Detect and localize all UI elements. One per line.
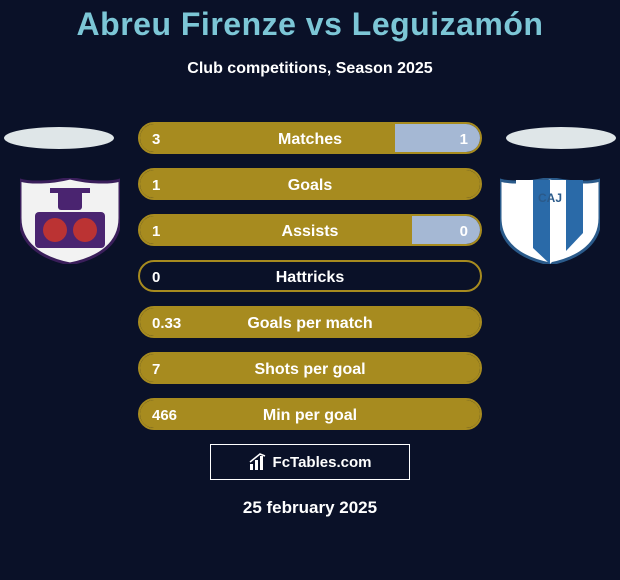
page-subtitle: Club competitions, Season 2025	[0, 60, 620, 78]
stat-bar-left-value: 466	[140, 400, 189, 428]
stat-bar-right-value: 1	[448, 124, 480, 152]
stat-bars: Matches31Goals1Assists10Hattricks0Goals …	[138, 122, 482, 444]
stat-bar-row: Goals per match0.33	[138, 306, 482, 338]
stat-bar-row: Matches3 1	[138, 122, 482, 154]
brand-badge: FcTables.com	[210, 444, 410, 480]
stat-bar-row: Min per goal466	[138, 398, 482, 430]
brand-text: FcTables.com	[273, 454, 372, 471]
stat-bar-label: Goals	[140, 170, 480, 198]
stat-bar-label: Min per goal	[140, 400, 480, 428]
player-shadow-right	[506, 127, 616, 149]
stat-bar-label: Hattricks	[140, 262, 480, 290]
club-logo-left	[20, 178, 120, 264]
stat-bar-row: Assists1 0	[138, 214, 482, 246]
page-title: Abreu Firenze vs Leguizamón	[0, 6, 620, 43]
stat-bar-row: Hattricks0	[138, 260, 482, 292]
stat-bar-right-value: 0	[448, 216, 480, 244]
player-shadow-left	[4, 127, 114, 149]
club-logo-right: CAJ	[500, 178, 600, 264]
stat-bar-left-value: 1	[140, 216, 172, 244]
stat-bar-left-value: 1	[140, 170, 172, 198]
stat-bar-left-value: 0.33	[140, 308, 193, 336]
stat-bar-label: Assists	[140, 216, 480, 244]
stat-bar-label: Shots per goal	[140, 354, 480, 382]
comparison-infographic: Abreu Firenze vs Leguizamón Club competi…	[0, 0, 620, 580]
stat-bar-left-value: 0	[140, 262, 172, 290]
stat-bar-left-value: 3	[140, 124, 172, 152]
stat-bar-row: Goals1	[138, 168, 482, 200]
svg-text:CAJ: CAJ	[538, 191, 562, 205]
stat-bar-row: Shots per goal7	[138, 352, 482, 384]
stat-bar-label: Matches	[140, 124, 480, 152]
stat-bar-left-value: 7	[140, 354, 172, 382]
chart-icon	[249, 453, 267, 471]
date-text: 25 february 2025	[0, 498, 620, 518]
